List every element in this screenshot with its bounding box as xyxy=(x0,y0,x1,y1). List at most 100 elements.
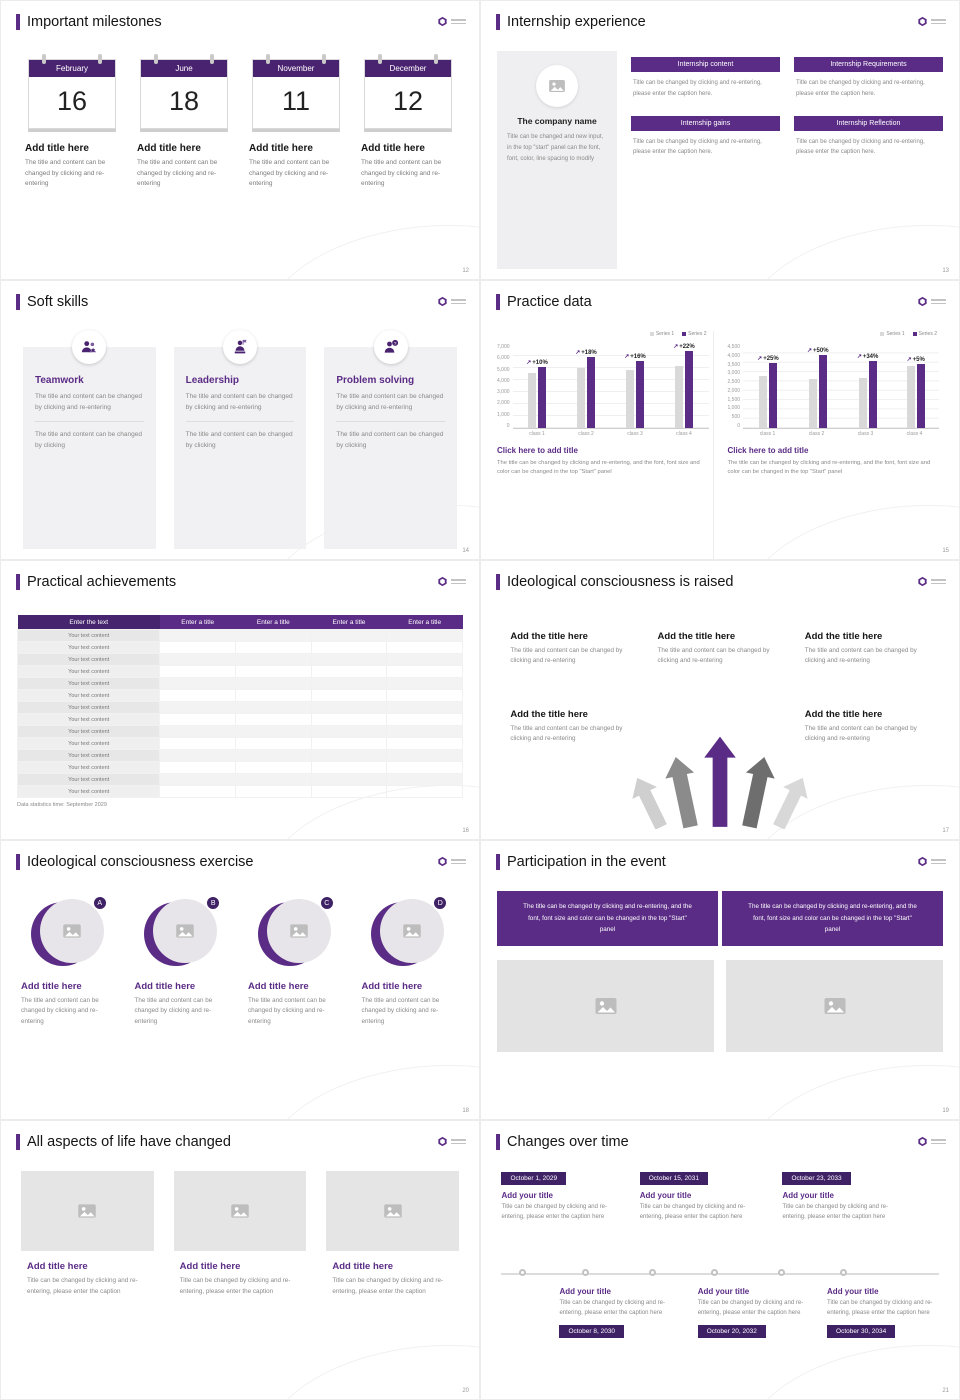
calendar-day: 12 xyxy=(392,86,424,116)
block-caption: The title and content can be changed by … xyxy=(510,725,623,743)
table-footnote: Data statistics time: September 2029 xyxy=(17,802,107,808)
bar-group: ↗+22% xyxy=(673,343,695,428)
chart-caption: The title can be changed by clicking and… xyxy=(727,460,931,476)
y-axis: 4,500 4,000 3,500 3,000 2,500 2,000 1,500 1,000… xyxy=(728,345,744,429)
slide-14-soft-skills[interactable]: Soft skills Teamwork The title and conte… xyxy=(0,280,480,560)
chart-legend: Series 1 Series 2 xyxy=(880,331,937,337)
slide-15-practice-data[interactable]: Practice data Series 1 Series 2 7,000 6,0… xyxy=(480,280,960,560)
table-cell xyxy=(235,773,312,786)
y-tick-label: 4,000 xyxy=(727,352,741,359)
item-title: Add your title xyxy=(782,1191,834,1200)
growth-arrow-icon: ↗ xyxy=(526,359,532,366)
skill-card-leadership: Leadership The title and content can be … xyxy=(173,330,307,549)
brand-logo-text xyxy=(931,579,946,584)
item-title: Add title here xyxy=(179,1261,241,1272)
brand-logo xyxy=(917,296,946,307)
table-cell xyxy=(235,653,312,666)
table-cell xyxy=(235,785,312,798)
brand-logo xyxy=(437,856,466,867)
table-cell xyxy=(159,653,237,666)
brand-logo-icon xyxy=(918,296,927,307)
block-title: Add the title here xyxy=(510,709,588,720)
table-cell xyxy=(235,737,312,750)
x-axis: class 1 class 2 class 3 class 4 xyxy=(513,431,709,437)
timeline-node xyxy=(648,1269,656,1276)
slide-16-practical-achievements[interactable]: Practical achievements Enter the text En… xyxy=(0,560,480,840)
table-cell xyxy=(386,641,463,654)
title-accent-bar xyxy=(16,1134,20,1150)
slide-13-internship-experience[interactable]: Internship experience The company name T… xyxy=(480,0,960,280)
y-tick-label: 4,000 xyxy=(497,377,510,384)
brand-logo-icon xyxy=(438,576,447,587)
brand-logo-icon xyxy=(918,856,927,867)
page-number: 12 xyxy=(462,268,469,274)
calendar-ring-icon xyxy=(322,54,326,64)
table-cell xyxy=(235,761,312,774)
block-title: Add the title here xyxy=(804,709,883,720)
slide-12-important-milestones[interactable]: Important milestones February 16 Add tit… xyxy=(0,0,480,280)
page-number: 16 xyxy=(462,828,469,834)
title-block: Add the title here The title and content… xyxy=(658,631,783,667)
bar-chart-panel-1: Series 1 Series 2 7,000 6,000 5,000 4,000 3,… xyxy=(497,331,713,559)
table-row: Your text content xyxy=(16,737,463,750)
participation-layout: The title can be changed by clicking and… xyxy=(497,891,943,1109)
block-title: Add the title here xyxy=(657,631,736,642)
page-title: Internship experience xyxy=(507,14,646,30)
x-tick-label: class 1 xyxy=(529,431,545,437)
chart-title-link[interactable]: Click here to add title xyxy=(727,446,809,455)
bar-group: ↗+16% xyxy=(624,353,646,428)
x-tick-label: class 4 xyxy=(906,431,923,437)
image-placeholder xyxy=(266,899,331,963)
table-cell xyxy=(310,713,388,726)
chart-caption: The title can be changed by clicking and… xyxy=(497,460,700,476)
chart-title-link[interactable]: Click here to add title xyxy=(497,446,578,455)
brand-logo-text xyxy=(451,579,466,584)
achievements-table-body: Your text content Your text content Your t… xyxy=(16,629,463,798)
slide-20-all-aspects-of-life-have-changed[interactable]: All aspects of life have changed Add tit… xyxy=(0,1120,480,1400)
item-caption: The title and content can be changed by … xyxy=(25,159,106,188)
growth-label: ↗+50% xyxy=(806,348,829,355)
timeline-line xyxy=(501,1273,939,1275)
slide-19-participation-in-the-event[interactable]: Participation in the event The title can… xyxy=(480,840,960,1120)
table-row: Your text content xyxy=(16,773,463,786)
table-cell xyxy=(159,641,237,654)
block-caption: The title and content can be changed by … xyxy=(657,647,770,665)
calendar-ring-icon xyxy=(266,54,270,64)
timeline-node xyxy=(777,1269,785,1276)
y-tick-label: 3,000 xyxy=(497,389,510,396)
table-cell xyxy=(386,665,463,678)
y-tick-label: 5,000 xyxy=(497,366,510,373)
brand-logo-icon xyxy=(438,856,447,867)
bar-series-2 xyxy=(586,357,595,428)
table-cell xyxy=(235,641,312,654)
page-title: Soft skills xyxy=(27,294,89,310)
bar-series-2 xyxy=(768,362,777,428)
box-caption: Title can be changed by clicking and re-… xyxy=(633,80,762,97)
bar-pair xyxy=(808,355,827,428)
bar-series-1 xyxy=(906,366,915,428)
brand-logo-text xyxy=(931,1139,946,1144)
item-title: Add your title xyxy=(827,1287,879,1296)
brand-logo-text xyxy=(451,19,466,24)
table-cell xyxy=(159,725,237,738)
table-cell xyxy=(235,725,312,738)
calendar-month: November xyxy=(253,60,339,77)
skill-title: Problem solving xyxy=(336,375,415,386)
row-label-cell: Your text content xyxy=(16,761,161,774)
slide-17-ideological-consciousness-raised[interactable]: Ideological consciousness is raised Add … xyxy=(480,560,960,840)
page-title: Important milestones xyxy=(27,14,162,30)
page-number: 15 xyxy=(942,548,949,554)
slide-header: Important milestones xyxy=(16,14,162,30)
table-cell xyxy=(159,677,237,690)
slide-21-changes-over-time[interactable]: Changes over time October 1, 2029 Add yo… xyxy=(480,1120,960,1400)
growth-label: ↗+22% xyxy=(673,344,695,351)
bar-group: ↗+34% xyxy=(857,353,878,428)
timeline: October 1, 2029 Add your title Title can… xyxy=(497,1167,943,1389)
date-badge: October 23, 2033 xyxy=(782,1172,851,1185)
item-caption: Title can be changed by clicking and re-… xyxy=(827,1300,933,1316)
block-caption: The title and content can be changed by … xyxy=(510,647,623,665)
slide-18-ideological-consciousness-exercise[interactable]: Ideological consciousness exercise A Add… xyxy=(0,840,480,1120)
page-number: 20 xyxy=(462,1388,469,1394)
row-label-cell: Your text content xyxy=(16,749,161,762)
table-cell xyxy=(310,725,388,738)
